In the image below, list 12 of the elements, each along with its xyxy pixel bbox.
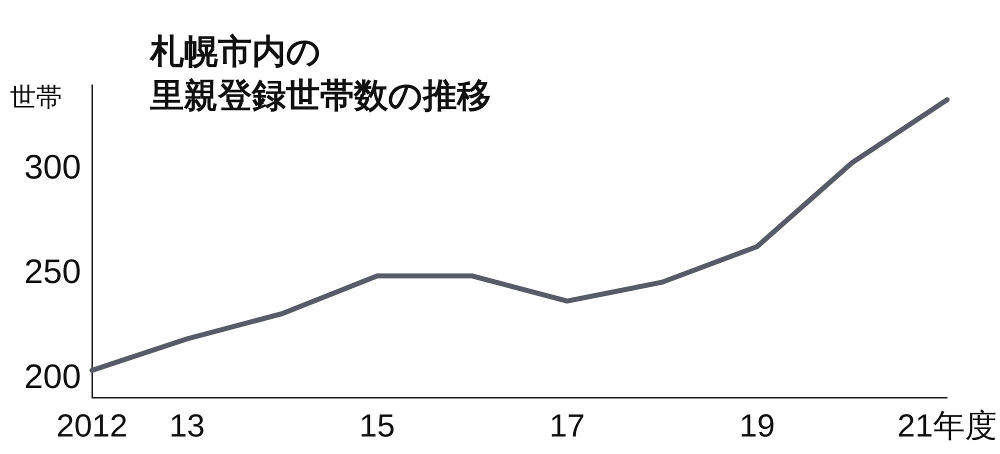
y-tick-label: 300: [24, 148, 81, 186]
x-tick-label: 19: [739, 408, 775, 444]
y-tick-label: 200: [24, 358, 81, 396]
x-tick-label: 15: [359, 408, 395, 444]
x-tick-label: 13: [169, 408, 205, 444]
x-tick-label: 17: [549, 408, 585, 444]
y-axis-title: 世帯: [10, 82, 62, 115]
chart-title: 札幌市内の: [150, 31, 322, 74]
x-tick-label: 21年度: [897, 408, 997, 444]
chart-subtitle: 里親登録世帯数の推移: [150, 75, 491, 118]
x-tick-label: 2012: [56, 408, 128, 444]
y-tick-label: 250: [24, 253, 81, 292]
